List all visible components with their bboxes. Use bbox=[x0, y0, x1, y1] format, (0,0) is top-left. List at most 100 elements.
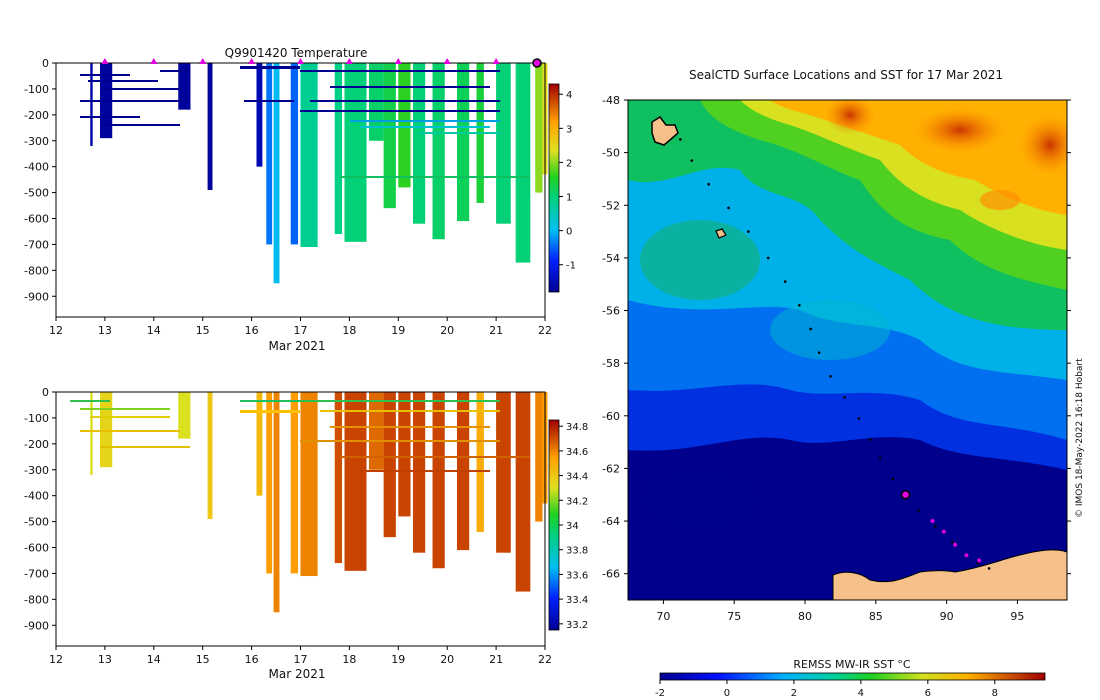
salinity-x-ticks: 12 13 14 15 16 17 18 19 20 21 22 bbox=[49, 646, 552, 666]
track-point bbox=[679, 138, 682, 141]
profile-column bbox=[334, 63, 343, 235]
y-tick-label: -200 bbox=[24, 438, 49, 451]
colorbar-tick-label: 1 bbox=[566, 193, 572, 204]
profile-column bbox=[432, 63, 445, 240]
x-tick-label: 14 bbox=[147, 324, 161, 337]
sst-tick-label: 0 bbox=[724, 688, 730, 699]
x-tick-label: 22 bbox=[538, 324, 552, 337]
profile-column bbox=[476, 392, 484, 532]
sst-colorbar-ticks: -2 0 2 4 6 8 bbox=[655, 680, 998, 699]
profile-column bbox=[398, 63, 411, 188]
colorbar-tick-label: 4 bbox=[566, 90, 572, 101]
x-tick-label: 12 bbox=[49, 324, 63, 337]
x-tick-label: 16 bbox=[245, 324, 259, 337]
surface-marker bbox=[394, 58, 402, 64]
track-point bbox=[917, 509, 920, 512]
profile-column bbox=[515, 63, 531, 263]
colorbar-tick-label: 0 bbox=[566, 227, 572, 238]
colorbar-tick-label: 34.4 bbox=[566, 472, 588, 483]
colorbar-tick-label: -1 bbox=[566, 261, 576, 272]
profile-column bbox=[398, 392, 411, 517]
temperature-colorbar bbox=[548, 83, 560, 293]
y-tick-label: -800 bbox=[24, 264, 49, 277]
y-tick-label: 0 bbox=[42, 386, 49, 399]
y-tick-label: -500 bbox=[24, 516, 49, 529]
y-tick-label: -400 bbox=[24, 161, 49, 174]
profile-column bbox=[383, 63, 396, 209]
temperature-x-ticks: 12 13 14 15 16 17 18 19 20 21 22 bbox=[49, 317, 552, 337]
lat-tick-label: -50 bbox=[602, 147, 620, 160]
y-tick-label: -600 bbox=[24, 542, 49, 555]
profile-column bbox=[207, 392, 213, 519]
track-point bbox=[766, 256, 770, 260]
map-longitude-ticks: 70 75 80 85 90 95 bbox=[656, 600, 1024, 623]
profile-column bbox=[178, 392, 191, 439]
track-point bbox=[891, 477, 895, 481]
lat-tick-label: -48 bbox=[602, 94, 620, 107]
x-tick-label: 17 bbox=[294, 653, 308, 666]
lon-tick-label: 80 bbox=[798, 610, 812, 623]
temperature-colorbar-ticks: 4 3 2 1 0 -1 bbox=[559, 90, 576, 272]
track-point bbox=[798, 303, 801, 307]
salinity-y-ticks: 0 -100 -200 -300 -400 -500 -600 -700 -800 -900 bbox=[24, 386, 56, 632]
profile-column bbox=[456, 63, 470, 222]
profile-column bbox=[496, 63, 511, 224]
profile-column bbox=[535, 63, 543, 193]
track-point bbox=[727, 206, 730, 210]
lon-tick-label: 70 bbox=[656, 610, 670, 623]
profile-column bbox=[496, 392, 511, 553]
lat-tick-label: -58 bbox=[602, 357, 620, 370]
profile-column bbox=[383, 392, 396, 538]
colorbar-tick-label: 33.2 bbox=[566, 620, 588, 631]
profile-column bbox=[300, 392, 318, 577]
lon-tick-label: 85 bbox=[869, 610, 883, 623]
x-tick-label: 18 bbox=[342, 324, 356, 337]
track-point bbox=[690, 159, 694, 162]
lat-tick-label: -62 bbox=[602, 462, 620, 475]
y-tick-label: -500 bbox=[24, 187, 49, 200]
seal-track bbox=[679, 138, 991, 570]
profile-column bbox=[256, 63, 263, 167]
lon-tick-label: 95 bbox=[1010, 610, 1024, 623]
surface-marker bbox=[248, 58, 256, 64]
profile-column bbox=[273, 392, 280, 613]
y-tick-label: -100 bbox=[24, 412, 49, 425]
x-tick-label: 14 bbox=[147, 653, 161, 666]
y-tick-label: 0 bbox=[42, 57, 49, 70]
profile-column bbox=[207, 63, 213, 190]
profile-column bbox=[334, 392, 343, 564]
x-tick-label: 21 bbox=[489, 653, 503, 666]
salinity-panel: 0 -100 -200 -300 -400 -500 -600 -700 -800 -900 12… bbox=[24, 386, 588, 681]
y-tick-label: -700 bbox=[24, 567, 49, 580]
temperature-thin-lines bbox=[80, 66, 530, 178]
surface-marker bbox=[199, 58, 207, 64]
lat-tick-label: -54 bbox=[602, 252, 620, 265]
profile-column bbox=[290, 392, 299, 574]
x-tick-label: 16 bbox=[245, 653, 259, 666]
sst-tick-label: 2 bbox=[791, 688, 797, 699]
x-tick-label: 12 bbox=[49, 653, 63, 666]
sst-tick-label: -2 bbox=[655, 688, 665, 699]
colorbar-tick-label: 33.8 bbox=[566, 546, 588, 557]
y-tick-label: -700 bbox=[24, 238, 49, 251]
profile-column bbox=[344, 392, 367, 571]
salinity-colorbar bbox=[548, 419, 560, 631]
sst-tick-label: 4 bbox=[858, 688, 864, 699]
track-point bbox=[950, 540, 954, 544]
temperature-title: Q9901420 Temperature bbox=[225, 46, 368, 60]
colorbar-tick-label: 33.4 bbox=[566, 595, 588, 606]
sst-tick-label: 6 bbox=[925, 688, 931, 699]
profile-column bbox=[90, 63, 93, 146]
x-tick-label: 15 bbox=[196, 324, 210, 337]
profile-column bbox=[535, 392, 543, 522]
track-point bbox=[868, 438, 872, 441]
colorbar-tick-label: 34.6 bbox=[566, 447, 588, 458]
recent-position bbox=[930, 519, 935, 524]
y-tick-label: -300 bbox=[24, 464, 49, 477]
track-point bbox=[857, 417, 861, 420]
surface-marker bbox=[101, 58, 109, 64]
recent-position bbox=[941, 529, 946, 534]
x-tick-label: 19 bbox=[391, 324, 405, 337]
profile-column bbox=[300, 63, 318, 248]
temperature-xlabel: Mar 2021 bbox=[269, 339, 326, 353]
